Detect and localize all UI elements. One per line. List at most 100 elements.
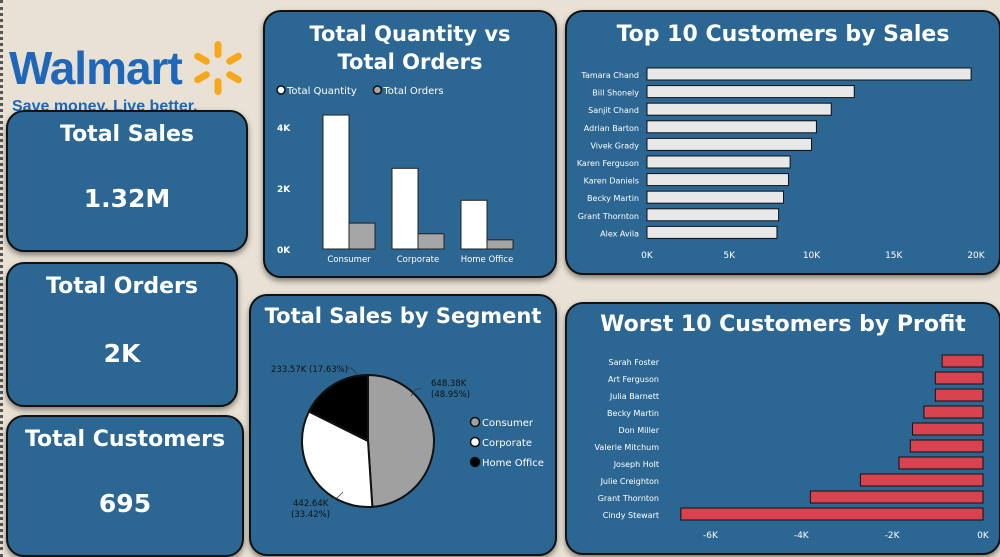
bar: [646, 137, 812, 151]
top-customers-chart: Tamara Chand Bill Shonely Sanjit Chand Adri…: [577, 67, 986, 261]
legend-label: Home Office: [482, 458, 544, 469]
chart-title: Total Quantity vs Total Orders: [309, 22, 511, 74]
y-category-label: Karen Daniels: [584, 177, 639, 186]
y-category-label: Bill Shonely: [592, 89, 639, 98]
kpi-value: 2K: [103, 339, 141, 368]
bar: [646, 173, 789, 187]
y-category-label: Adrian Barton: [584, 124, 639, 133]
bar-total-orders: [417, 233, 445, 250]
x-tick-label: -4K: [794, 531, 810, 541]
chart-title: Top 10 Customers by Sales: [616, 22, 950, 47]
x-tick-label: 0K: [977, 531, 990, 541]
y-category-label: Grant Thornton: [598, 494, 659, 503]
y-category-label: Tamara Chand: [580, 71, 639, 80]
y-tick-label: 2K: [277, 185, 291, 195]
brand-name: Walmart: [9, 42, 183, 94]
worst-customers-chart: Sarah Foster Art Ferguson Julia Barnett Bec…: [595, 354, 990, 541]
y-tick-label: 4K: [277, 124, 291, 134]
pie-slice-consumer: [367, 373, 435, 508]
x-tick-label: 5K: [723, 251, 736, 261]
y-category-label: Sanjit Chand: [588, 106, 639, 115]
data-label: 233.57K (17.63%): [271, 365, 348, 375]
bar: [809, 490, 984, 504]
quantity-vs-orders-card: Total Quantity vs Total Orders Total Qua…: [263, 10, 557, 278]
kpi-total-orders: Total Orders 2K: [6, 262, 238, 407]
y-category-label: Julie Creighton: [600, 477, 659, 486]
bar: [934, 388, 984, 402]
bar: [680, 507, 984, 521]
bar: [909, 439, 984, 453]
y-category-label: Cindy Stewart: [603, 511, 659, 520]
y-category-label: Karen Ferguson: [577, 159, 639, 168]
kpi-value: 695: [98, 489, 152, 518]
data-label: (48.95%): [431, 390, 470, 400]
x-tick-label: Corporate: [397, 255, 440, 265]
data-label: 648.38K: [431, 379, 467, 389]
x-tick-label: Consumer: [327, 255, 371, 265]
kpi-title: Total Sales: [59, 122, 194, 147]
leader-line: [346, 367, 358, 375]
x-tick-label: -2K: [885, 531, 901, 541]
bar: [646, 102, 832, 116]
x-tick-label: 10K: [803, 251, 821, 261]
y-category-label: Becky Martin: [607, 409, 659, 418]
pie-slice-home-office: [307, 373, 369, 443]
bar: [646, 190, 785, 204]
bar: [646, 208, 780, 222]
kpi-title: Total Customers: [24, 427, 226, 452]
leader-line: [331, 491, 344, 499]
bar: [859, 473, 984, 487]
y-category-label: Becky Martin: [587, 194, 639, 203]
chart-title: Total Sales by Segment: [264, 304, 542, 328]
legend-label: Total Orders: [382, 86, 443, 97]
leader-line: [410, 387, 422, 397]
y-category-label: Grant Thornton: [578, 212, 639, 221]
top-customers-card: Top 10 Customers by Sales Tamara Chand Bi…: [565, 10, 1000, 275]
walmart-logo: Walmart Save money. Live better.: [9, 38, 248, 116]
y-category-label: Art Ferguson: [608, 375, 659, 384]
legend-label: Total Quantity: [286, 86, 357, 97]
legend-marker: [372, 85, 383, 95]
legend-label: Corporate: [482, 438, 532, 449]
legend-marker: [469, 456, 481, 468]
x-tick-label: 20K: [967, 251, 985, 261]
y-category-label: Valerie Mitchum: [595, 443, 660, 452]
data-label: (33.42%): [291, 510, 330, 520]
legend-marker: [276, 85, 286, 95]
kpi-total-customers: Total Customers 695: [6, 415, 244, 557]
bar: [646, 67, 972, 81]
bar: [646, 155, 791, 169]
y-tick-label: 0K: [277, 246, 291, 256]
legend-marker: [469, 436, 481, 448]
x-tick-label: -6K: [703, 531, 719, 541]
y-category-label: Alex Avila: [600, 229, 639, 238]
quantity-vs-orders-chart: Total Quantity Total Orders 0K 2K 4K Consumer…: [276, 85, 514, 265]
y-category-label: Joseph Holt: [613, 460, 659, 469]
y-category-label: Julia Barnett: [609, 392, 659, 401]
x-tick-label: Home Office: [461, 255, 514, 265]
bar-total-quantity: [322, 114, 350, 250]
bar: [912, 422, 984, 436]
bar: [646, 85, 855, 99]
bar: [923, 405, 984, 419]
bar: [941, 354, 984, 368]
worst-customers-card: Worst 10 Customers by Profit Sarah Foste…: [565, 302, 1000, 555]
kpi-total-sales: Total Sales 1.32M: [6, 110, 248, 252]
bar: [646, 225, 778, 239]
bar: [898, 456, 984, 470]
legend-label: Consumer: [482, 418, 534, 429]
legend-marker: [469, 416, 481, 428]
bar-total-quantity: [391, 167, 419, 250]
sales-by-segment-chart: 648.38K(48.95%) 442.64K(33.42%) 233.57K (1…: [271, 365, 544, 520]
bar-total-orders: [348, 222, 376, 250]
bar-total-orders: [486, 239, 514, 250]
bar: [934, 371, 984, 385]
y-category-label: Vivek Grady: [590, 141, 639, 150]
y-category-label: Don Miller: [619, 426, 660, 435]
x-tick-label: 0K: [641, 251, 654, 261]
x-tick-label: 15K: [885, 251, 903, 261]
data-label: 442.64K: [293, 499, 329, 509]
sales-by-segment-card: Total Sales by Segment 648.38K (48.95%) 44…: [249, 294, 557, 556]
chart-title: Worst 10 Customers by Profit: [600, 312, 966, 337]
bar-total-quantity: [460, 199, 488, 250]
